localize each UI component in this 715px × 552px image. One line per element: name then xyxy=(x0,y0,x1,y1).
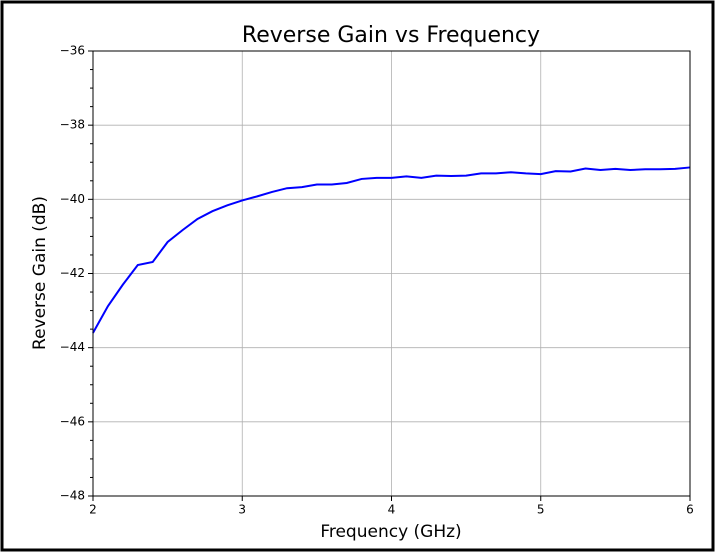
y-tick-label: −38 xyxy=(60,118,85,132)
y-tick-label: −40 xyxy=(60,192,85,206)
chart-title: Reverse Gain vs Frequency xyxy=(242,23,540,48)
y-tick-label: −46 xyxy=(60,414,85,428)
y-tick-label: −42 xyxy=(60,266,85,280)
y-axis-label: Reverse Gain (dB) xyxy=(30,196,50,350)
x-tick-label: 5 xyxy=(537,503,545,517)
x-tick-label: 3 xyxy=(238,503,246,517)
x-tick-label: 6 xyxy=(686,503,694,517)
y-tick-label: −48 xyxy=(60,489,85,503)
plot-frame xyxy=(92,50,691,497)
x-axis-label: Frequency (GHz) xyxy=(320,522,461,542)
x-tick-label: 4 xyxy=(388,503,396,517)
y-tick-label: −36 xyxy=(60,44,85,58)
x-tick-label: 2 xyxy=(89,503,97,517)
y-tick-label: −44 xyxy=(60,340,85,354)
data-line xyxy=(92,166,691,334)
